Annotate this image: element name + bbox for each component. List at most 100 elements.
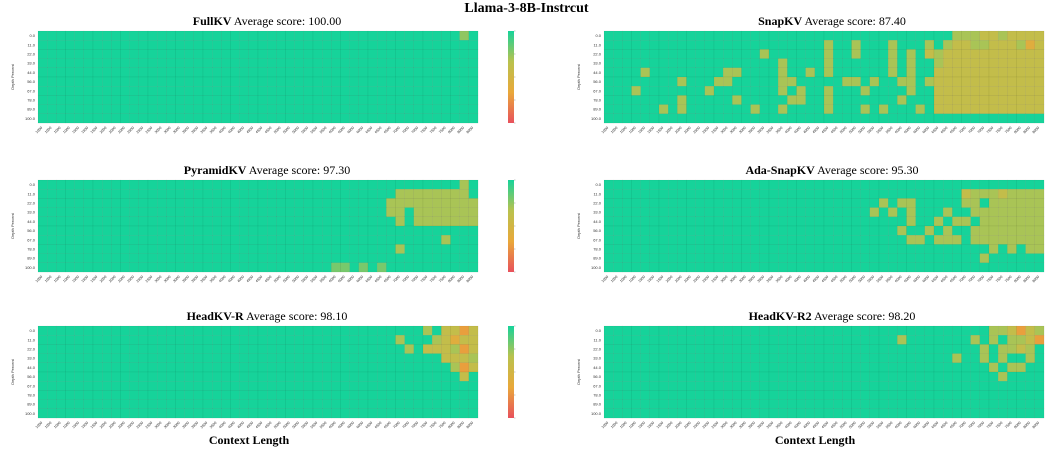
heatmap-cell (111, 104, 121, 115)
x-tick-label: 1000 (62, 421, 70, 429)
heatmap-cell (658, 325, 669, 336)
heatmap-cell (887, 216, 898, 227)
heatmap-cell (933, 104, 944, 115)
heatmap-cell (257, 198, 268, 208)
heatmap-cell (924, 225, 935, 236)
heatmap-cell (367, 207, 378, 218)
heatmap-cell (285, 95, 295, 105)
heatmap-cell (952, 67, 962, 78)
x-tick-label: 4000 (784, 275, 792, 283)
heatmap-cell (248, 399, 259, 410)
heatmap-cell (376, 40, 387, 50)
heatmap-cell (1034, 390, 1045, 400)
heatmap-cell (202, 198, 213, 208)
heatmap-cell (257, 104, 268, 115)
x-tick-label: 1500 (637, 421, 645, 429)
heatmap-cell (120, 216, 130, 227)
colorbar (508, 180, 514, 272)
heatmap-cell (129, 335, 140, 345)
heatmap-cell (1034, 86, 1045, 96)
x-tick-label: 1000 (53, 421, 61, 429)
heatmap-cell (367, 253, 378, 264)
heatmap-cell (915, 262, 926, 273)
heatmap-cell (667, 408, 678, 419)
heatmap-cell (111, 325, 121, 336)
heatmap-cell (294, 113, 305, 124)
heatmap-cell (686, 113, 696, 124)
heatmap-cell (156, 67, 167, 78)
heatmap-cell (997, 235, 1008, 245)
heatmap-cell (979, 67, 990, 78)
panel-model-name: SnapKV (758, 14, 802, 28)
heatmap-cell (997, 113, 1008, 124)
heatmap-cell (147, 353, 158, 364)
heatmap-cell (120, 49, 130, 59)
heatmap-cell (658, 179, 669, 190)
heatmap-cell (404, 30, 415, 41)
heatmap-cell (750, 86, 761, 96)
heatmap-cell (1007, 86, 1017, 96)
heatmap-cell (897, 86, 907, 96)
x-tick-label: 5500 (301, 421, 309, 429)
heatmap-cell (722, 104, 733, 115)
heatmap-cell (640, 95, 651, 105)
heatmap-cell (431, 235, 442, 245)
heatmap-cell (166, 104, 176, 115)
heatmap-cell (450, 381, 460, 391)
heatmap-cell (961, 253, 971, 264)
heatmap-cell (805, 408, 816, 419)
heatmap-cell (257, 390, 268, 400)
heatmap-cell (46, 244, 57, 254)
heatmap-cell (138, 235, 149, 245)
heatmap-cell (331, 216, 341, 227)
heatmap-cell (704, 399, 715, 410)
heatmap-cell (695, 325, 706, 336)
heatmap-cell (1016, 113, 1026, 124)
heatmap-cell (404, 408, 415, 419)
heatmap-cell (376, 76, 387, 87)
x-tick-label: 3500 (191, 126, 199, 134)
heatmap-cell (887, 353, 898, 364)
heatmap-cell (869, 362, 880, 373)
heatmap-cell (166, 179, 176, 190)
heatmap-cell (83, 335, 94, 345)
heatmap-cell (266, 262, 277, 273)
heatmap-cell (869, 198, 880, 208)
heatmap-cell (184, 253, 195, 264)
heatmap-cell (997, 76, 1008, 87)
heatmap-cell (631, 86, 641, 96)
heatmap-cell (942, 40, 953, 50)
heatmap-cell (970, 225, 981, 236)
heatmap-cell (823, 225, 834, 236)
y-tick-label: 33.0 (593, 210, 602, 215)
heatmap-cell (303, 113, 314, 124)
heatmap-cell (979, 95, 990, 105)
x-tick-label: 7000 (401, 421, 409, 429)
heatmap-cell (468, 335, 479, 345)
heatmap-cell (202, 30, 213, 41)
heatmap-cell (631, 344, 641, 354)
heatmap-cell (612, 40, 623, 50)
heatmap-cell (677, 198, 687, 208)
x-tick-label: 3500 (766, 275, 774, 283)
heatmap-cell (787, 335, 797, 345)
heatmap-cell (906, 235, 916, 245)
heatmap-cell (65, 113, 75, 124)
heatmap-cell (823, 381, 834, 391)
x-tick-label: 3500 (200, 275, 208, 283)
heatmap-cell (952, 335, 962, 345)
heatmap-cell (202, 67, 213, 78)
heatmap-cell (686, 362, 696, 373)
heatmap-cell (988, 113, 999, 124)
heatmap-cell (248, 113, 259, 124)
heatmap-cell (897, 325, 907, 336)
heatmap-cell (257, 362, 268, 373)
heatmap-cell (897, 49, 907, 59)
heatmap-cell (184, 179, 195, 190)
heatmap-cell (667, 67, 678, 78)
heatmap-cell (1016, 253, 1026, 264)
heatmap-cell (431, 198, 442, 208)
heatmap-cell (988, 76, 999, 87)
heatmap-cell (276, 362, 286, 373)
heatmap-cell (860, 40, 871, 50)
